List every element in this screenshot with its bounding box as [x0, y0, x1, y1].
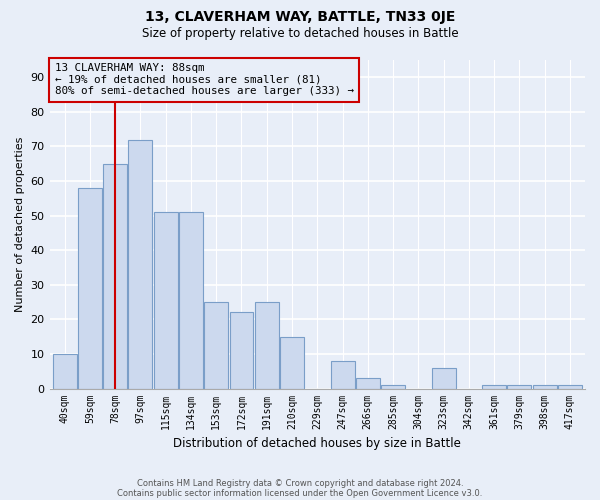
Bar	[508, 385, 532, 388]
Bar	[431, 368, 455, 388]
X-axis label: Distribution of detached houses by size in Battle: Distribution of detached houses by size …	[173, 437, 461, 450]
Bar	[103, 164, 127, 388]
Y-axis label: Number of detached properties: Number of detached properties	[15, 136, 25, 312]
Bar	[558, 385, 582, 388]
Text: Contains HM Land Registry data © Crown copyright and database right 2024.: Contains HM Land Registry data © Crown c…	[137, 478, 463, 488]
Bar	[204, 302, 228, 388]
Text: 13, CLAVERHAM WAY, BATTLE, TN33 0JE: 13, CLAVERHAM WAY, BATTLE, TN33 0JE	[145, 10, 455, 24]
Bar	[128, 140, 152, 388]
Bar	[356, 378, 380, 388]
Bar	[78, 188, 102, 388]
Bar	[331, 361, 355, 388]
Text: 13 CLAVERHAM WAY: 88sqm
← 19% of detached houses are smaller (81)
80% of semi-de: 13 CLAVERHAM WAY: 88sqm ← 19% of detache…	[55, 64, 354, 96]
Bar	[482, 385, 506, 388]
Bar	[154, 212, 178, 388]
Bar	[533, 385, 557, 388]
Bar	[230, 312, 253, 388]
Bar	[179, 212, 203, 388]
Bar	[280, 336, 304, 388]
Bar	[255, 302, 279, 388]
Bar	[53, 354, 77, 388]
Text: Size of property relative to detached houses in Battle: Size of property relative to detached ho…	[142, 28, 458, 40]
Text: Contains public sector information licensed under the Open Government Licence v3: Contains public sector information licen…	[118, 488, 482, 498]
Bar	[381, 385, 405, 388]
